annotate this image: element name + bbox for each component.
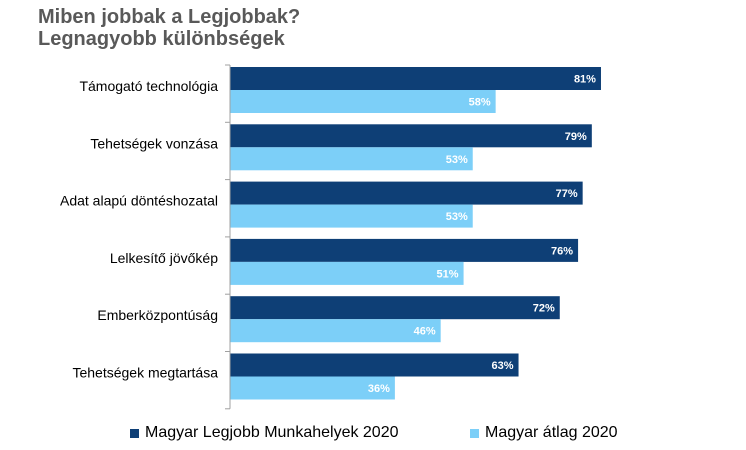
legend-item-average: Magyar átlag 2020	[470, 424, 618, 442]
data-label: 79%	[565, 131, 587, 143]
data-label: 46%	[414, 326, 436, 338]
category-label: Támogató technológia	[79, 78, 218, 94]
bar	[230, 147, 473, 171]
data-label: 53%	[446, 211, 468, 223]
category-label: Tehetségek vonzása	[90, 135, 218, 151]
bar	[230, 376, 395, 400]
category-label: Adat alapú döntéshozatal	[60, 193, 218, 209]
data-label: 51%	[437, 268, 459, 280]
chart-title-line1: Miben jobbak a Legjobbak?	[38, 6, 301, 28]
bar	[230, 67, 601, 90]
chart-title-line2: Legnagyobb különbségek	[38, 28, 285, 50]
legend-swatch-best-workplaces	[130, 428, 139, 438]
category-label: Tehetségek megtartása	[72, 365, 218, 381]
bar	[230, 296, 560, 320]
legend-item-best-workplaces: Magyar Legjobb Munkahelyek 2020	[130, 424, 399, 442]
bar	[230, 353, 519, 377]
data-label: 63%	[492, 360, 514, 372]
data-label: 81%	[574, 74, 596, 86]
legend-swatch-average	[470, 428, 479, 438]
bar	[230, 319, 441, 343]
category-label: Lelkesítő jövőkép	[110, 250, 218, 266]
legend-label-average: Magyar átlag 2020	[485, 424, 618, 441]
category-label: Emberközpontúság	[97, 307, 218, 323]
bar	[230, 181, 583, 205]
bar	[230, 204, 473, 228]
bar-chart: Támogató technológia 81% 58% Tehetségek von…	[60, 64, 601, 410]
legend-label-best-workplaces: Magyar Legjobb Munkahelyek 2020	[145, 424, 399, 441]
bar	[230, 90, 496, 113]
data-label: 58%	[469, 97, 491, 109]
legend: Magyar Legjobb Munkahelyek 2020 Magyar á…	[0, 420, 746, 448]
bar	[230, 238, 579, 262]
data-label: 53%	[446, 154, 468, 166]
data-label: 77%	[556, 188, 578, 200]
bar	[230, 124, 592, 148]
bar	[230, 261, 464, 285]
data-label: 76%	[551, 245, 573, 257]
data-label: 72%	[533, 303, 555, 315]
chart-title: Miben jobbak a Legjobbak? Legnagyobb kül…	[38, 6, 300, 50]
data-label: 36%	[368, 383, 390, 395]
